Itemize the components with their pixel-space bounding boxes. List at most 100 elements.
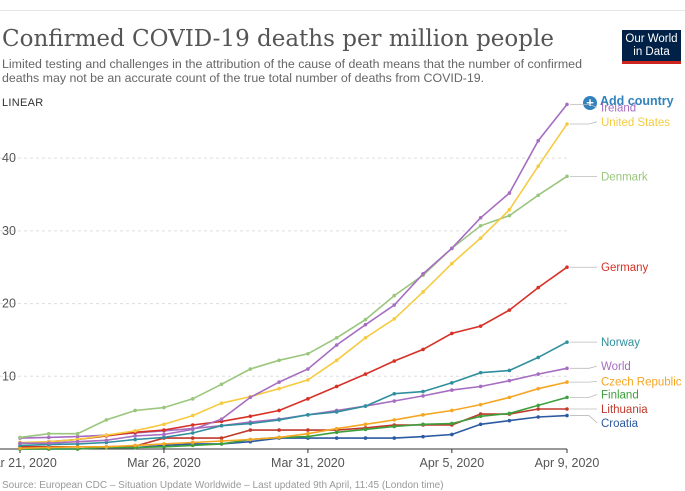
data-point: [536, 372, 541, 376]
data-point: [162, 445, 166, 449]
data-point: [565, 265, 569, 270]
data-point: [18, 446, 22, 451]
y-tick-label: 10: [2, 369, 16, 383]
data-point: [334, 335, 339, 340]
data-point: [190, 397, 195, 401]
data-point: [190, 427, 195, 432]
legend-label: Denmark: [601, 171, 648, 183]
data-point: [248, 414, 253, 419]
data-point: [450, 421, 454, 426]
data-point: [248, 437, 253, 442]
data-point: [507, 308, 512, 312]
data-point: [565, 407, 569, 411]
data-point: [421, 389, 425, 394]
data-point: [363, 427, 368, 432]
legend-label: Czech Republic: [601, 376, 682, 388]
data-point: [450, 388, 454, 392]
legend-label: Germany: [601, 262, 649, 274]
data-point: [507, 213, 512, 218]
data-point: [133, 437, 137, 442]
data-point: [478, 422, 483, 427]
data-point: [507, 191, 512, 195]
data-point: [421, 290, 425, 294]
data-point: [363, 317, 368, 322]
series-line: [19, 341, 568, 447]
data-point: [392, 418, 397, 422]
data-point: [565, 395, 569, 400]
series-line: [20, 396, 568, 450]
legend-label: Croatia: [601, 418, 639, 430]
data-point: [421, 413, 425, 417]
data-point: [450, 432, 454, 437]
data-point: [219, 436, 224, 440]
data-point: [75, 431, 80, 436]
add-country-label: Add country: [600, 94, 674, 108]
series-line: [19, 123, 568, 444]
data-point: [306, 413, 310, 417]
data-point: [507, 368, 512, 373]
legend-leader-line: [570, 103, 598, 108]
data-point: [565, 174, 569, 179]
data-point: [334, 384, 339, 389]
data-point: [478, 384, 483, 389]
data-point: [565, 380, 569, 384]
data-point: [104, 418, 109, 422]
y-tick-label: 20: [2, 297, 16, 311]
data-point: [334, 426, 339, 431]
data-point: [162, 432, 166, 437]
data-point: [392, 293, 397, 298]
data-point: [565, 366, 569, 371]
data-point: [392, 399, 397, 403]
legend-leader-line: [570, 380, 598, 383]
data-point: [104, 445, 109, 449]
data-point: [277, 428, 281, 432]
data-point: [162, 405, 166, 410]
legend-label: Ireland: [601, 102, 636, 114]
data-point: [162, 442, 166, 446]
data-point: [75, 439, 80, 444]
data-point: [46, 435, 51, 440]
data-point: [421, 394, 425, 398]
data-point: [277, 358, 281, 363]
data-point: [334, 343, 339, 347]
series-line: [19, 266, 568, 444]
data-point: [536, 403, 541, 408]
data-point: [334, 358, 339, 363]
data-point: [478, 414, 483, 419]
data-point: [162, 428, 166, 432]
data-point: [219, 442, 224, 446]
data-point: [421, 347, 425, 352]
data-point: [190, 431, 195, 435]
data-point: [507, 411, 512, 416]
data-point: [277, 408, 281, 413]
data-point: [363, 404, 368, 408]
data-point: [248, 428, 253, 432]
data-point: [190, 423, 195, 427]
data-point: [478, 324, 483, 328]
y-tick-label: 40: [2, 151, 16, 165]
data-point: [536, 415, 541, 419]
data-point: [507, 207, 512, 212]
data-point: [334, 436, 339, 440]
data-point: [507, 378, 512, 383]
data-point: [392, 303, 397, 307]
data-point: [478, 215, 483, 220]
data-point: [363, 372, 368, 376]
data-point: [450, 246, 454, 251]
scale-toggle[interactable]: LINEAR: [2, 97, 44, 109]
data-point: [536, 407, 541, 411]
data-point: [565, 413, 569, 418]
data-point: [277, 380, 281, 384]
chart-title: Confirmed COVID-19 deaths per million pe…: [2, 26, 554, 52]
data-point: [190, 443, 195, 448]
data-point: [478, 370, 483, 375]
data-point: [219, 401, 224, 405]
owid-logo[interactable]: Our World in Data: [622, 30, 681, 64]
data-point: [46, 431, 51, 436]
data-point: [306, 397, 310, 401]
data-point: [363, 436, 368, 440]
data-point: [46, 441, 51, 445]
x-tick-label: Mar 21, 2020: [0, 456, 57, 470]
add-country-button[interactable]: + Add country: [583, 94, 674, 110]
